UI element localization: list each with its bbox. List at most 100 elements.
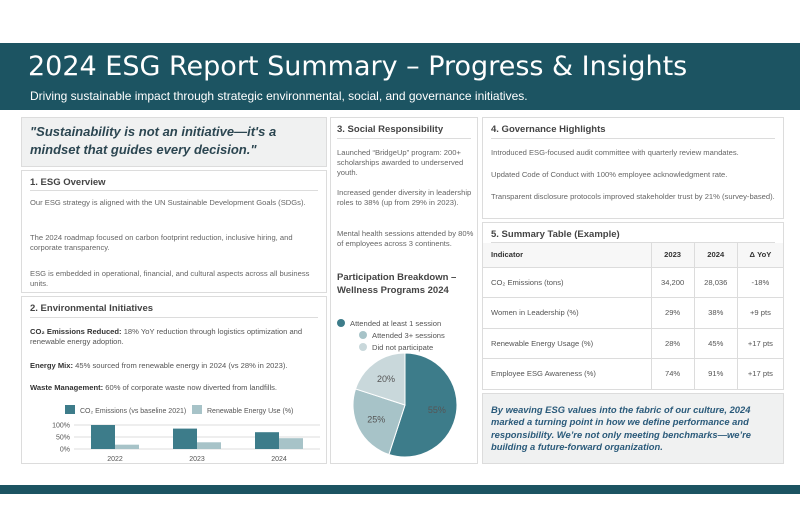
bar-renewable-2022 [115, 444, 139, 449]
pie-slice [354, 352, 406, 406]
table-row: Women in Leadership (%) 29% 38% +9 pts [483, 297, 783, 329]
pie-legend-label: Attended at least 1 session [350, 319, 442, 328]
bar-renewable-2024 [279, 438, 303, 449]
pie-slice [352, 388, 406, 456]
pie-legend-item: Attended 3+ sessions [359, 331, 445, 340]
table-cell: 45% [694, 328, 738, 359]
legend-dot [337, 319, 345, 327]
table-cell: 74% [651, 358, 695, 390]
table-cell: +17 pts [737, 328, 783, 359]
governance-paragraph: Transparent disclosure protocols improve… [491, 192, 775, 201]
summary-card: 5. Summary Table (Example) Indicator 202… [482, 222, 784, 390]
esg-overview-title: 1. ESG Overview [30, 177, 106, 188]
bar-co2-2023 [173, 428, 197, 449]
environmental-item: Energy Mix: 45% sourced from renewable e… [30, 361, 320, 371]
governance-paragraph: Introduced ESG-focused audit committee w… [491, 148, 739, 157]
legend-label-renewable: Renewable Energy Use (%) [207, 408, 293, 415]
bar-co2-2022 [91, 425, 115, 449]
pie-legend-label: Attended 3+ sessions [372, 331, 445, 340]
divider [30, 190, 318, 191]
environmental-item-label: Energy Mix: [30, 361, 74, 370]
table-cell: 91% [694, 358, 738, 390]
table-cell: Women in Leadership (%) [483, 297, 652, 329]
page-subtitle: Driving sustainable impact through strat… [30, 89, 528, 103]
table-row: Employee ESG Awareness (%) 74% 91% +17 p… [483, 358, 783, 390]
y-tick-label: 50% [56, 435, 70, 442]
divider [30, 317, 318, 318]
environmental-item-label: Waste Management: [30, 383, 104, 392]
environmental-card: 2. Environmental Initiatives CO₂ Emissio… [21, 296, 327, 464]
overview-paragraph: Our ESG strategy is aligned with the UN … [30, 198, 306, 207]
page-title: 2024 ESG Report Summary – Progress & Ins… [28, 51, 688, 82]
column-header-2024: 2024 [694, 243, 738, 268]
table-row: Renewable Energy Usage (%) 28% 45% +17 p… [483, 328, 783, 359]
esg-overview-card: 1. ESG Overview Our ESG strategy is alig… [21, 170, 327, 293]
y-tick-label: 100% [52, 423, 70, 430]
social-card: 3. Social Responsibility Launched “Bridg… [330, 117, 478, 464]
column-header-2023: 2023 [651, 243, 695, 268]
overview-paragraph: The 2024 roadmap focused on carbon footp… [30, 233, 293, 252]
quote-text: "Sustainability is not an initiative—it'… [30, 124, 277, 157]
social-paragraph: Mental health sessions attended by 80% o… [337, 229, 474, 248]
legend-dot [359, 343, 367, 351]
governance-title: 4. Governance Highlights [491, 124, 606, 135]
pie-value-label: 55% [428, 405, 446, 415]
governance-paragraph: Updated Code of Conduct with 100% employ… [491, 170, 728, 179]
table-cell: 28% [651, 328, 695, 359]
header-banner: 2024 ESG Report Summary – Progress & Ins… [0, 43, 800, 110]
legend-dot [359, 331, 367, 339]
table-row: CO₂ Emissions (tons) 34,200 28,036 -18% [483, 267, 783, 298]
pie-legend-item: Did not participate [359, 343, 433, 352]
environmental-bar-chart: CO₂ Emissions (vs baseline 2021) Renewab… [52, 405, 320, 463]
governance-card: 4. Governance Highlights Introduced ESG-… [482, 117, 784, 219]
table-cell: 28,036 [694, 267, 738, 298]
bar-renewable-2023 [197, 442, 221, 449]
social-paragraph: Launched “BridgeUp” program: 200+ schola… [337, 148, 464, 177]
quote-box: "Sustainability is not an initiative—it'… [21, 117, 327, 167]
table-cell: 34,200 [651, 267, 695, 298]
divider [491, 138, 775, 139]
environmental-item-text: 45% sourced from renewable energy in 202… [73, 361, 288, 370]
divider [491, 242, 775, 243]
environmental-title: 2. Environmental Initiatives [30, 303, 154, 314]
pie-value-label: 25% [367, 415, 385, 425]
pie-legend-item: Attended at least 1 session [337, 319, 441, 328]
pie-slice [388, 352, 458, 458]
pie-value-label: 20% [377, 374, 395, 384]
footer-bar [0, 485, 800, 494]
table-cell: +17 pts [737, 358, 783, 390]
divider [337, 138, 471, 139]
legend-swatch-co2 [65, 405, 75, 414]
table-cell: -18% [737, 267, 783, 298]
legend-label-co2: CO₂ Emissions (vs baseline 2021) [80, 408, 186, 415]
environmental-item-text: 18% YoY reduction through logistics opti… [30, 327, 303, 346]
table-cell: Employee ESG Awareness (%) [483, 358, 652, 390]
y-tick-label: 0% [60, 447, 70, 454]
x-tick-label: 2024 [271, 456, 287, 463]
table-cell: 38% [694, 297, 738, 329]
participation-pie-chart: 55% 25% 20% [352, 352, 458, 458]
environmental-item: CO₂ Emissions Reduced: 18% YoY reduction… [30, 327, 320, 347]
table-cell: Renewable Energy Usage (%) [483, 328, 652, 359]
pie-legend-label: Did not participate [372, 343, 434, 352]
overview-paragraph: ESG is embedded in operational, financia… [30, 269, 310, 288]
social-title: 3. Social Responsibility [337, 124, 444, 135]
table-cell: +9 pts [737, 297, 783, 329]
environmental-item: Waste Management: 60% of corporate waste… [30, 383, 320, 393]
closing-statement-box: By weaving ESG values into the fabric of… [482, 393, 784, 464]
summary-table: Indicator 2023 2024 Δ YoY CO₂ Emissions … [483, 243, 783, 390]
x-tick-label: 2022 [107, 456, 123, 463]
column-header-yoy: Δ YoY [737, 243, 783, 268]
summary-title: 5. Summary Table (Example) [491, 229, 620, 240]
table-header-row: Indicator 2023 2024 Δ YoY [483, 243, 783, 268]
column-header-indicator: Indicator [483, 243, 652, 268]
participation-breakdown-title: Participation Breakdown – Wellness Progr… [337, 272, 457, 297]
environmental-item-label: CO₂ Emissions Reduced: [30, 327, 122, 336]
table-cell: 29% [651, 297, 695, 329]
social-paragraph: Increased gender diversity in leadership… [337, 188, 472, 207]
bar-co2-2024 [255, 432, 279, 449]
environmental-item-text: 60% of corporate waste now diverted from… [103, 383, 278, 392]
table-cell: CO₂ Emissions (tons) [483, 267, 652, 298]
x-tick-label: 2023 [189, 456, 205, 463]
closing-statement: By weaving ESG values into the fabric of… [491, 404, 751, 453]
